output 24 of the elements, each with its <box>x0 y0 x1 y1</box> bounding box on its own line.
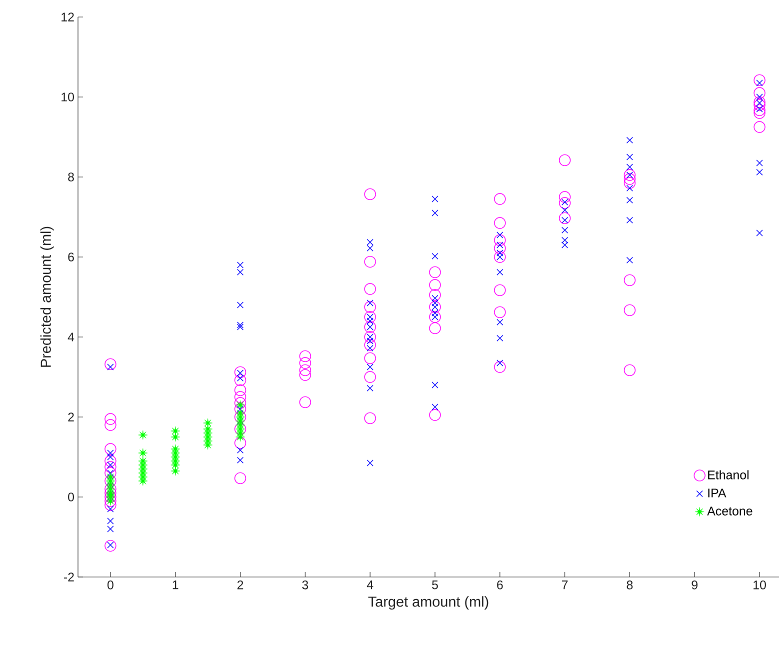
x-tick-label: 5 <box>432 580 438 590</box>
x-tick-label: 4 <box>366 580 374 590</box>
x-axis-title: Target amount (ml) <box>368 596 488 610</box>
y-tick-label: 6 <box>68 252 74 262</box>
y-tick-label: 8 <box>68 172 74 182</box>
y-axis-title: Predicted amount (ml) <box>40 226 54 367</box>
legend-label: Acetone <box>707 506 752 516</box>
x-tick-label: 9 <box>692 580 698 590</box>
x-tick-label: 0 <box>107 580 114 590</box>
x-tick-label: 2 <box>237 580 244 590</box>
x-tick-label: 6 <box>497 580 503 590</box>
y-tick-label: 4 <box>68 332 74 342</box>
x-tick-label: 10 <box>754 580 766 590</box>
y-tick-label: 0 <box>68 492 74 502</box>
legend-label: Ethanol <box>708 470 749 480</box>
legend-label: IPA <box>708 488 726 498</box>
y-tick-label: 2 <box>68 412 74 422</box>
y-tick-label: -2 <box>64 572 74 582</box>
x-tick-label: 1 <box>172 580 178 590</box>
x-tick-label: 3 <box>302 580 308 590</box>
x-tick-label: 8 <box>626 580 633 590</box>
x-tick-label: 7 <box>562 580 568 590</box>
y-tick-label: 10 <box>62 92 74 102</box>
y-tick-label: 12 <box>62 12 74 22</box>
